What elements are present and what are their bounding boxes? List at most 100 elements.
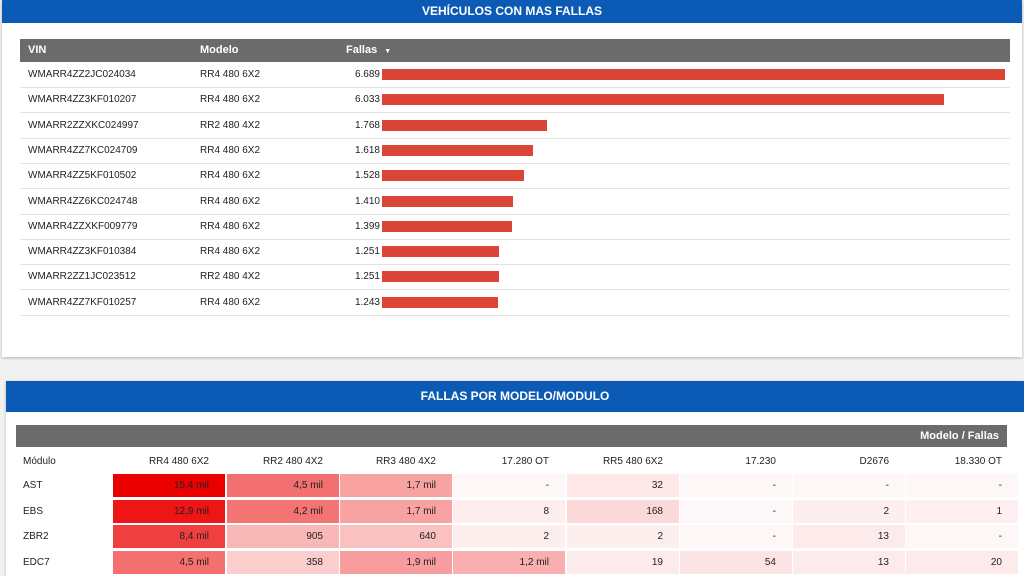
vin-cell: WMARR2ZZXKC024997 [28,119,139,131]
vin-cell: WMARR4ZZ3KF010207 [28,94,137,106]
module-label: EBS [23,505,44,517]
modelo-cell: RR4 480 6X2 [200,69,261,80]
modelo-cell: RR2 480 4X2 [200,119,261,131]
pivot-cell: 13 [793,525,905,548]
table-row[interactable]: WMARR4ZZ3KF010207 RR4 480 6X2 6.033 [20,87,1010,114]
modules-panel: FALLAS POR MODELO/MODULO Modelo / Fallas… [6,381,1024,576]
vin-cell: WMARR4ZZ6KC024748 [28,195,138,207]
table-row[interactable]: WMARR4ZZ7KF010257 RR4 480 6X2 1.243 [20,290,1010,316]
fallas-value: 1.399 [354,220,380,232]
pivot-row: ZBR2 8,4 mil 905 640 2 2-13- [16,524,1007,549]
table-row[interactable]: WMARR4ZZ7KC024709 RR4 480 6X2 1.618 [20,138,1010,164]
pivot-cell: 13 [793,550,905,574]
fallas-bar [382,271,499,283]
table-row[interactable]: WMARR2ZZ1JC023512 RR2 480 4X2 1.251 [20,264,1010,291]
fallas-value: 1.410 [354,195,380,207]
table-row[interactable]: WMARR4ZZ2JC024034 RR4 480 6X2 6.689 [20,62,1010,88]
pivot-cell: - [680,500,792,523]
fallas-bar [382,144,533,156]
fallas-value: 1.618 [354,144,380,156]
pivot-cell: 20 [906,550,1018,574]
fallas-bar [382,296,498,308]
fallas-bar [382,195,514,207]
fallas-value: 6.689 [354,69,380,80]
fallas-value: 6.033 [354,94,380,106]
column-header[interactable]: 18.330 OT [954,456,1002,467]
fallas-bar [382,220,513,232]
fallas-bar [382,94,944,106]
column-header[interactable]: RR2 480 4X2 [262,456,323,467]
fallas-bar [382,119,547,131]
pivot-row: AST 15,4 mil 4,5 mil 1,7 mil -32- - - [16,473,1007,498]
pivot-cell: 54 [680,550,792,574]
modelo-cell: RR4 480 6X2 [200,144,261,156]
pivot-cell: 168 [567,499,679,523]
column-header[interactable]: 17.230 [745,456,776,467]
fallas-value: 1.251 [354,246,380,258]
vehicles-table-header: VIN Modelo Fallas ▼ [20,39,1010,62]
pivot-cell: 32 [567,474,679,497]
column-header[interactable]: RR3 480 4X2 [375,456,436,467]
column-header[interactable]: D2676 [859,456,889,467]
pivot-cell: 1,2 mil [453,550,565,574]
pivot-cell: - [793,474,905,497]
table-row[interactable]: WMARR2ZZXKC024997 RR2 480 4X2 1.768 [20,113,1010,139]
pivot-cell: 358 [227,550,339,574]
pivot-cell: 4,5 mil [227,474,339,497]
fallas-value: 1.243 [354,296,380,308]
module-label: ZBR2 [23,531,49,542]
fallas-bar [382,246,499,258]
pivot-header-bar: Modelo / Fallas [16,425,1007,447]
pivot-cell: - [680,474,792,497]
fallas-value: 1.528 [354,170,380,182]
modules-panel-title: FALLAS POR MODELO/MODULO [6,381,1024,412]
pivot-cell: - [906,525,1018,548]
table-row[interactable]: WMARR4ZZ3KF010384 RR4 480 6X2 1.251 [20,239,1010,266]
pivot-cell: 8,4 mil [113,525,225,548]
column-header-modelo[interactable]: Modelo [200,44,239,56]
pivot-header-label: Modelo / Fallas [920,430,999,442]
table-row[interactable]: WMARR4ZZ5KF010502 RR4 480 6X2 1.528 [20,163,1010,190]
pivot-cell: 2 [793,499,905,523]
caret-down-icon[interactable]: ▼ [384,48,392,55]
table-row[interactable]: WMARR4ZZ6KC024748 RR4 480 6X2 1.410 [20,189,1010,215]
module-label: EDC7 [23,556,50,568]
modelo-cell: RR4 480 6X2 [200,296,261,308]
pivot-cell: 19 [567,550,679,574]
modelo-cell: RR4 480 6X2 [200,220,261,232]
pivot-cell: 2 [453,525,565,548]
table-row[interactable]: WMARR4ZZXKF009779 RR4 480 6X2 1.399 [20,214,1010,240]
row-header-modulo: Módulo [23,456,56,467]
pivot-cell: 2 [567,525,679,548]
column-header[interactable]: 17.280 OT [501,456,549,467]
modelo-cell: RR4 480 6X2 [200,170,261,182]
pivot-cell: 4,5 mil [113,550,225,574]
module-label: AST [23,480,43,491]
vin-cell: WMARR2ZZ1JC023512 [28,271,136,283]
column-header[interactable]: RR5 480 6X2 [602,456,663,467]
pivot-cell: 12,9 mil [113,499,225,523]
column-header-vin[interactable]: VIN [28,44,47,56]
fallas-bar [382,69,1005,80]
vin-cell: WMARR4ZZ3KF010384 [28,246,137,258]
fallas-bar [382,170,525,182]
column-header-fallas[interactable]: Fallas ▼ [346,44,392,56]
modelo-cell: RR4 480 6X2 [200,94,261,106]
vin-cell: WMARR4ZZ5KF010502 [28,170,137,182]
pivot-cell: 4,2 mil [227,499,339,523]
pivot-cell: 1,7 mil [340,474,452,497]
column-header[interactable]: RR4 480 6X2 [148,456,209,467]
modelo-cell: RR2 480 4X2 [200,271,261,283]
pivot-cell: 15,4 mil [113,474,225,497]
vin-cell: WMARR4ZZ7KF010257 [28,296,137,308]
pivot-cell: 640 [340,525,452,548]
pivot-cell: 905 [227,525,339,548]
vin-cell: WMARR4ZZXKF009779 [28,220,138,232]
fallas-value: 1.251 [354,271,380,283]
vin-cell: WMARR4ZZ7KC024709 [28,144,138,156]
pivot-cell: 1,7 mil [340,499,452,523]
pivot-cell: 8 [453,499,565,523]
pivot-cell: 1 [906,499,1018,523]
pivot-cell: 1,9 mil [340,550,452,574]
vin-cell: WMARR4ZZ2JC024034 [28,69,136,80]
